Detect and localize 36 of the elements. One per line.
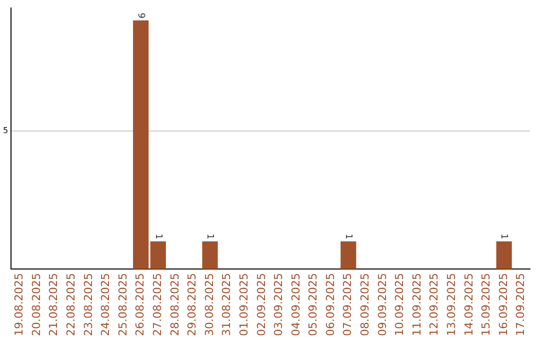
data-label: 1 xyxy=(152,234,163,240)
data-label: 1 xyxy=(343,234,354,240)
x-tick-label: 30.08.2025 xyxy=(202,273,216,336)
x-tick-label: 09.09.2025 xyxy=(376,273,389,336)
x-tick-label: 15.09.2025 xyxy=(480,273,493,336)
x-tick-label: 28.08.2025 xyxy=(168,273,182,336)
x-tick-label: 12.09.2025 xyxy=(428,273,441,336)
x-tick-label: 10.09.2025 xyxy=(393,273,406,336)
x-tick-label: 21.08.2025 xyxy=(47,273,60,336)
x-tick-label: 16.09.2025 xyxy=(496,273,510,336)
x-tick-label: 27.08.2025 xyxy=(150,273,164,336)
x-tick-label: 13.09.2025 xyxy=(445,273,458,336)
x-tick-label: 17.09.2025 xyxy=(514,273,528,336)
x-tick-label: 07.09.2025 xyxy=(341,273,354,336)
x-tick-label: 04.09.2025 xyxy=(289,273,302,336)
x-tick-label: 22.08.2025 xyxy=(64,273,78,336)
x-tick-label: 14.09.2025 xyxy=(462,273,476,336)
x-tick-label: 11.09.2025 xyxy=(410,273,424,336)
x-tick-label: 31.08.2025 xyxy=(220,273,234,336)
data-label: 1 xyxy=(498,234,509,240)
x-tick-label: 20.08.2025 xyxy=(30,273,43,336)
data-label: 1 xyxy=(204,234,215,240)
x-tick-label: 25.08.2025 xyxy=(116,273,130,336)
x-tick-label: 06.09.2025 xyxy=(324,273,337,336)
x-tick-label: 08.09.2025 xyxy=(358,273,372,336)
x-tick-label: 05.09.2025 xyxy=(306,273,320,336)
x-tick-label: 01.09.2025 xyxy=(237,273,250,336)
x-tick-label: 02.09.2025 xyxy=(254,273,268,336)
x-tick-label: 26.08.2025 xyxy=(134,273,147,336)
data-label: 9 xyxy=(135,12,146,19)
y-tick-label: 5 xyxy=(2,126,8,135)
x-tick-label: 24.08.2025 xyxy=(99,273,112,336)
x-tick-label: 19.08.2025 xyxy=(12,273,26,336)
x-tick-label: 23.08.2025 xyxy=(82,273,95,336)
x-tick-label: 03.09.2025 xyxy=(272,273,286,336)
x-tick-label: 29.08.2025 xyxy=(186,273,199,336)
